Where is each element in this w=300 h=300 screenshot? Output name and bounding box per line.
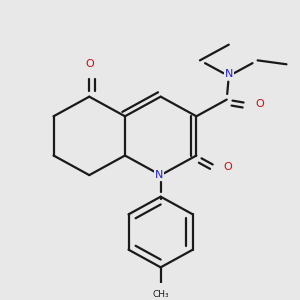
Text: O: O [85, 59, 94, 69]
Text: N: N [155, 170, 164, 180]
Text: O: O [255, 98, 264, 109]
Text: O: O [224, 162, 233, 172]
Text: N: N [225, 69, 233, 79]
Text: CH₃: CH₃ [152, 290, 169, 299]
